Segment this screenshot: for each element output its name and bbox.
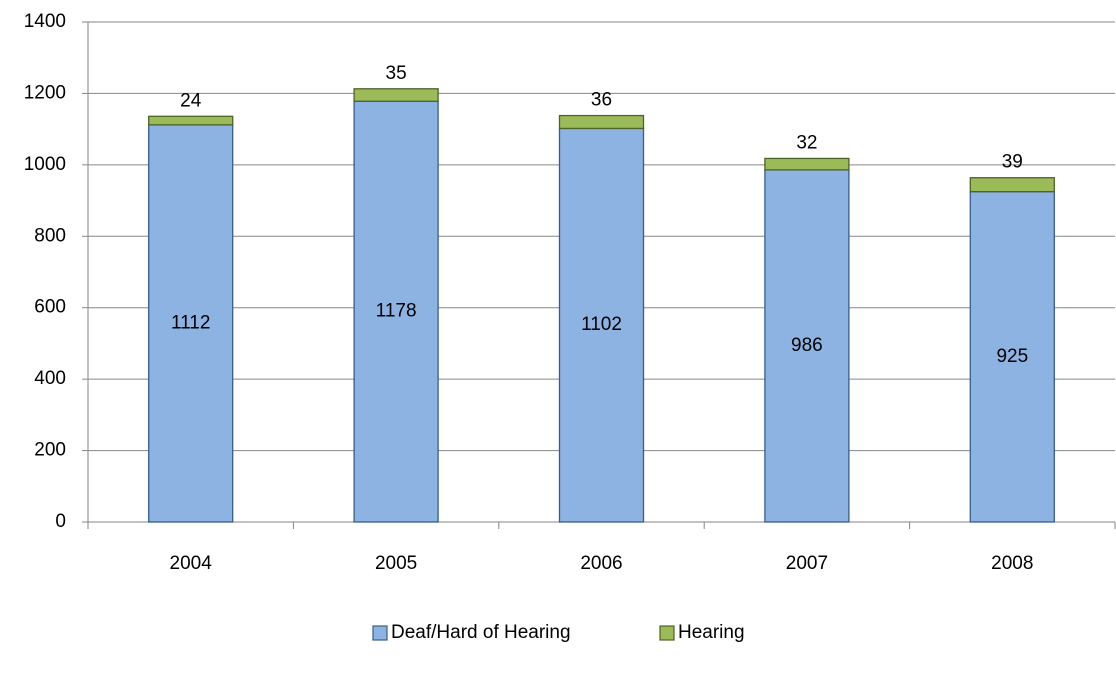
x-tick-label: 2007 xyxy=(786,553,828,574)
x-tick-label: 2005 xyxy=(375,553,417,574)
data-label: 39 xyxy=(1002,152,1023,173)
legend-swatch xyxy=(372,625,388,641)
legend-label: Deaf/Hard of Hearing xyxy=(391,622,571,643)
bar-segment xyxy=(558,127,645,523)
bar-segment xyxy=(353,88,439,102)
bar-segment xyxy=(353,100,439,523)
data-label: 1178 xyxy=(376,301,417,322)
data-label: 986 xyxy=(791,335,823,356)
y-tick-label: 800 xyxy=(34,225,66,246)
x-tick-label: 2004 xyxy=(170,553,213,574)
legend-label: Hearing xyxy=(678,622,745,643)
bar-segment xyxy=(558,114,645,130)
bar-segment xyxy=(764,157,850,171)
y-tick-label: 1200 xyxy=(24,82,66,103)
y-tick-label: 1400 xyxy=(24,11,66,32)
y-tick-label: 600 xyxy=(34,297,66,318)
data-label: 24 xyxy=(180,90,202,111)
y-tick-label: 1000 xyxy=(24,154,66,175)
bar-segment xyxy=(764,169,850,523)
data-label: 1102 xyxy=(581,314,622,335)
y-tick-label: 400 xyxy=(34,368,66,389)
bar-segment xyxy=(969,190,1055,523)
legend-swatch xyxy=(659,625,675,641)
x-tick-label: 2008 xyxy=(991,553,1033,574)
bar-segment xyxy=(148,115,234,126)
y-tick-label: 0 xyxy=(55,511,66,532)
data-label: 36 xyxy=(591,90,612,111)
data-label: 32 xyxy=(796,132,817,153)
x-tick-label: 2006 xyxy=(580,553,622,574)
bar-segment xyxy=(969,177,1055,193)
y-tick-label: 200 xyxy=(34,440,66,461)
data-label: 925 xyxy=(996,346,1028,367)
bar-segment xyxy=(148,124,234,523)
data-label: 35 xyxy=(386,63,407,84)
data-label: 1112 xyxy=(171,312,210,333)
